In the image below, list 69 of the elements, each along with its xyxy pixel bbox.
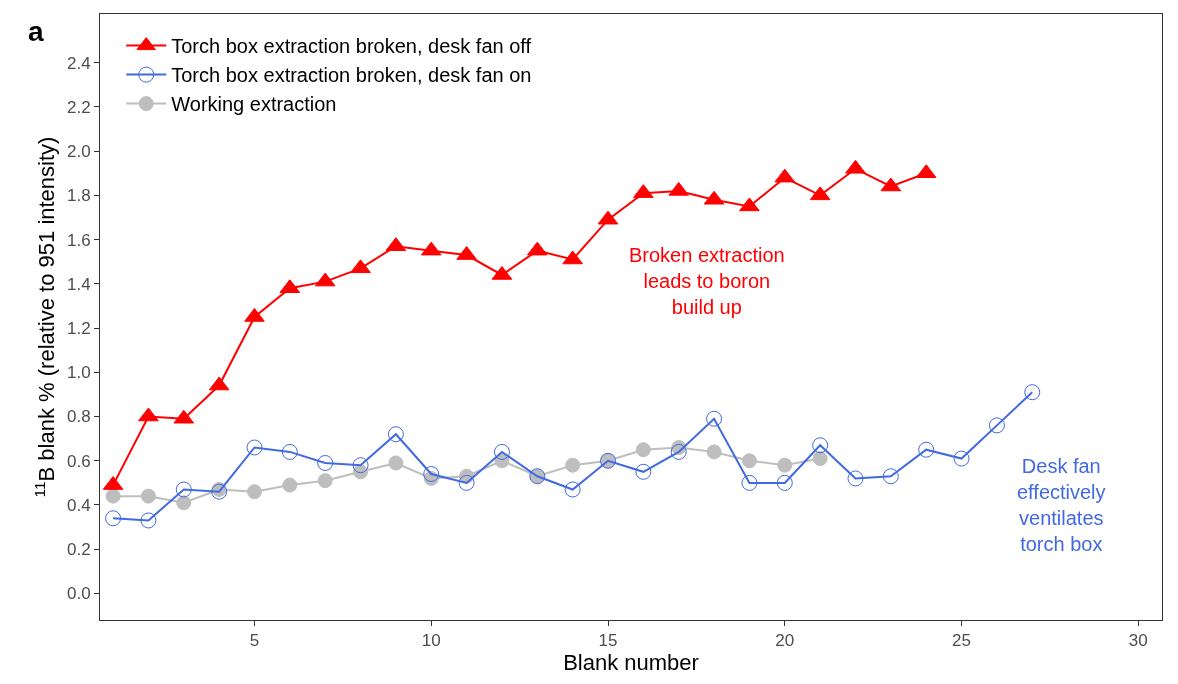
point xyxy=(105,488,121,504)
point xyxy=(670,443,687,460)
point xyxy=(493,443,510,460)
point xyxy=(350,259,371,274)
point xyxy=(458,474,475,491)
point xyxy=(1024,384,1041,401)
point xyxy=(527,241,548,256)
point xyxy=(988,417,1005,434)
point xyxy=(138,407,159,422)
annotation: Broken extraction leads to boron build up xyxy=(629,244,785,318)
point xyxy=(317,473,333,489)
text: a xyxy=(28,16,44,47)
point xyxy=(777,457,793,473)
point xyxy=(140,512,157,529)
point xyxy=(423,466,440,483)
point xyxy=(741,474,758,491)
point xyxy=(247,484,262,500)
y-tick-label: 0.4 xyxy=(66,495,91,515)
point xyxy=(812,437,829,454)
point xyxy=(105,510,122,527)
y-tick-label: 2.0 xyxy=(66,142,91,162)
y-tick-label: 0.6 xyxy=(66,451,91,471)
legend-label: Torch box extraction broken, desk fan off xyxy=(171,35,532,58)
point xyxy=(387,426,404,443)
point xyxy=(776,474,793,491)
point xyxy=(140,488,156,504)
y-tick-label: 0.0 xyxy=(66,584,91,604)
point xyxy=(175,481,192,498)
x-tick-label: 15 xyxy=(598,631,618,651)
y-tick-label: 1.4 xyxy=(66,274,91,294)
y-tick-label: 0.2 xyxy=(66,540,91,560)
x-tick-label: 30 xyxy=(1128,631,1148,651)
point xyxy=(812,451,828,467)
point xyxy=(388,455,404,471)
point xyxy=(317,454,334,471)
point xyxy=(953,450,970,467)
point xyxy=(282,477,298,493)
x-tick-label: 25 xyxy=(952,631,972,651)
legend-label: Torch box extraction broken, desk fan on xyxy=(171,64,532,87)
y-tick-label: 2.4 xyxy=(66,53,91,73)
point xyxy=(564,481,581,498)
point xyxy=(246,439,263,456)
legend-label: Working extraction xyxy=(171,93,337,116)
y-tick-label: 1.6 xyxy=(66,230,91,250)
y-tick-label: 0.8 xyxy=(66,407,91,427)
x-tick-label: 10 xyxy=(421,631,441,651)
point xyxy=(845,159,866,174)
point xyxy=(739,197,760,212)
point xyxy=(635,463,652,480)
x-tick-label: 5 xyxy=(249,631,260,651)
point xyxy=(741,453,757,469)
y-tick-label: 1.2 xyxy=(66,319,91,339)
x-axis-title: Blank number xyxy=(563,650,699,676)
y-tick-label: 2.2 xyxy=(66,97,91,117)
point xyxy=(882,468,899,485)
y-tick-label: 1.0 xyxy=(66,363,91,383)
point xyxy=(565,457,581,473)
x-tick-label: 20 xyxy=(775,631,795,651)
point xyxy=(281,443,298,460)
point xyxy=(918,441,935,458)
annotation: Desk fan effectively ventilates torch box xyxy=(1017,455,1106,555)
y-tick-label: 1.8 xyxy=(66,186,91,206)
point xyxy=(706,444,722,460)
point xyxy=(562,250,583,265)
point xyxy=(847,470,864,487)
point xyxy=(706,410,723,427)
point xyxy=(176,495,192,511)
point xyxy=(635,442,651,458)
point xyxy=(352,457,369,474)
